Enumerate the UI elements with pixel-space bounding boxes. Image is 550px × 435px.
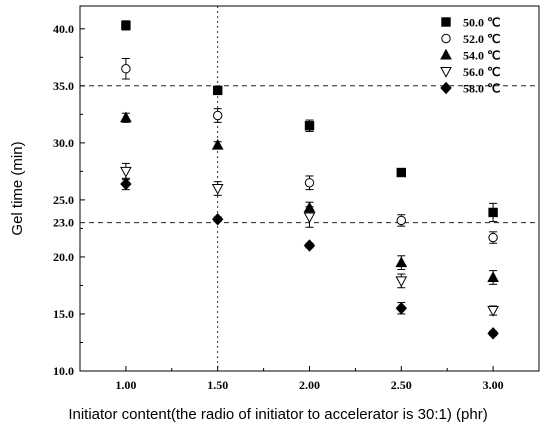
data-point <box>304 121 315 131</box>
data-points <box>120 20 499 340</box>
y-tick-label: 15.0 <box>53 307 74 321</box>
y-tick-label: 30.0 <box>53 136 74 150</box>
data-point <box>396 215 406 226</box>
data-point <box>304 178 315 188</box>
y-axis-title: Gel time (min) <box>9 141 26 235</box>
legend-marker <box>440 67 452 78</box>
data-point <box>396 167 407 178</box>
data-point <box>487 306 499 317</box>
series <box>120 162 499 317</box>
y-tick-label: 20.0 <box>53 250 74 264</box>
x-tick-label: 1.50 <box>207 378 228 392</box>
legend-label: 50.0 ℃ <box>463 16 500 30</box>
data-point <box>395 276 408 288</box>
legend-label: 58.0 ℃ <box>463 82 500 96</box>
data-point <box>303 239 316 252</box>
data-point <box>211 184 224 195</box>
data-point <box>488 207 498 218</box>
y-tick-label: 25.0 <box>53 193 74 207</box>
y-tick-label: 23.0 <box>53 216 74 230</box>
legend-marker <box>440 48 452 60</box>
x-axis-title: Initiator content(the radio of initiator… <box>68 406 487 423</box>
x-tick-label: 1.00 <box>115 378 136 392</box>
data-point <box>121 64 131 74</box>
legend: 50.0 ℃ 52.0 ℃ 54.0 ℃ 56.0 ℃ 58.0 ℃ <box>440 16 500 96</box>
series <box>121 57 498 244</box>
data-point <box>120 177 132 191</box>
data-point <box>213 85 223 96</box>
y-tick-label: 10.0 <box>53 364 74 378</box>
legend-label: 52.0 ℃ <box>463 32 500 46</box>
y-tick-label: 40.0 <box>53 22 74 36</box>
data-point <box>487 271 499 282</box>
legend-label: 56.0 ℃ <box>463 65 500 79</box>
data-point <box>395 302 407 315</box>
data-point <box>212 213 224 226</box>
legend-label: 54.0 ℃ <box>463 49 500 63</box>
x-tick-label: 3.00 <box>483 378 504 392</box>
data-point <box>120 166 132 178</box>
data-point <box>488 232 498 243</box>
x-tick-label: 2.00 <box>299 378 320 392</box>
data-point <box>487 327 499 340</box>
y-tick-label: 35.0 <box>53 79 74 93</box>
data-point <box>121 20 131 31</box>
series <box>121 20 498 223</box>
legend-marker <box>441 33 451 44</box>
series <box>120 111 499 285</box>
legend-marker <box>441 17 451 27</box>
series <box>120 177 499 340</box>
axis-ticks: 10.0 15.0 20.0 25.0 30.0 35.0 40.0 23.0 1.00 1.50… <box>53 22 504 392</box>
data-point <box>120 111 132 123</box>
data-point <box>211 138 224 150</box>
legend-marker <box>440 81 452 95</box>
x-tick-label: 2.50 <box>391 378 412 392</box>
data-point <box>395 256 408 268</box>
data-point <box>213 110 223 121</box>
data-point <box>303 212 316 224</box>
